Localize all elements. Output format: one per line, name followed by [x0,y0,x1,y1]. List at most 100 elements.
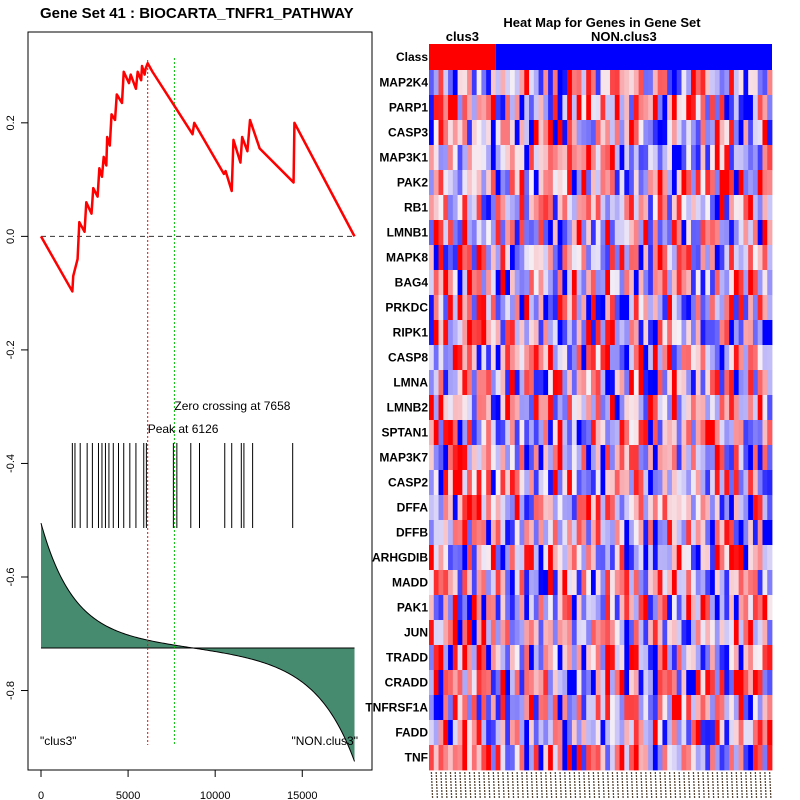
heatmap-cell [657,520,663,546]
heatmap-cell [600,545,606,571]
heatmap-cell [695,295,701,321]
heatmap-cell [562,670,568,696]
heatmap-cell [486,320,492,346]
heatmap-cell [457,495,463,521]
heatmap-cell [438,270,444,296]
heatmap-cell [705,545,711,571]
heatmap-cell [590,320,597,346]
heatmap-cell [538,95,544,121]
heatmap-cell [490,445,497,471]
heatmap-cell [681,370,687,396]
heatmap-cell [638,170,644,196]
heatmap-cell [667,395,673,421]
heatmap-cell [457,70,463,96]
heatmap-cell [662,545,668,571]
heatmap-cell [429,595,435,621]
heatmap-cell [657,270,663,296]
heatmap-cell [652,445,659,471]
heatmap-cell [662,145,668,171]
heatmap-cell [738,120,744,146]
heatmap-cell [662,95,668,121]
heatmap-cell [495,745,501,771]
heatmap-cell [552,520,559,546]
heatmap-cell [629,245,635,271]
heatmap-cell [543,470,549,496]
heatmap-cell [752,145,759,171]
heatmap-cell [686,245,692,271]
heatmap-cell [671,720,678,746]
heatmap-cell [643,670,649,696]
heatmap-cell [543,445,549,471]
heatmap-cell [457,220,463,246]
heatmap-cell [514,270,520,296]
heatmap-cell [619,670,625,696]
heatmap-cell [695,620,701,646]
heatmap-cell [652,195,659,221]
heatmap-cell [548,620,554,646]
heatmap-cell [667,745,673,771]
heatmap-cell [471,670,478,696]
heatmap-cell [705,420,711,446]
heatmap-cell [452,395,458,421]
heatmap-cell [700,545,706,571]
heatmap-cell [748,720,754,746]
heatmap-cell [505,170,511,196]
heatmap-cell [619,345,625,371]
heatmap-title: Heat Map for Genes in Gene Set [503,15,701,30]
heatmap-cell [710,120,716,146]
heatmap-cell [529,545,535,571]
heatmap-cell [538,595,544,621]
sample-label-mark [573,771,577,799]
sample-label-mark [435,771,438,799]
heatmap-cell [438,595,444,621]
heatmap-cell [743,495,749,521]
heatmap-cell [471,695,478,721]
heatmap-cell [533,370,539,396]
heatmap-cell [462,220,468,246]
heatmap-cell [562,145,568,171]
heatmap-cell [600,70,606,96]
heatmap-cell [676,720,682,746]
heatmap-cell [595,95,601,121]
heatmap-cell [571,570,578,596]
heatmap-cell [757,420,763,446]
heatmap-cell [676,295,682,321]
heatmap-cell [438,120,444,146]
heatmap-cell [638,745,644,771]
heatmap-cell [662,320,668,346]
heatmap-cell [576,620,582,646]
heatmap-cell [519,445,525,471]
heatmap-cell [695,370,701,396]
heatmap-cell [652,420,659,446]
heatmap-cell [429,620,435,646]
heatmap-cell [595,170,601,196]
heatmap-cell [505,120,511,146]
heatmap-cell [452,95,458,121]
heatmap-cell [667,320,673,346]
heatmap-cell [462,570,468,596]
heatmap-cell [662,695,668,721]
heatmap-cell [686,470,692,496]
heatmap-cell [571,695,578,721]
heatmap-cell [486,245,492,271]
heatmap-cell [643,320,649,346]
heatmap-cell [457,420,463,446]
heatmap-cell [619,295,625,321]
heatmap-cell [671,195,678,221]
heatmap-cell [590,70,597,96]
heatmap-cell [590,670,597,696]
heatmap-cell [514,220,520,246]
heatmap-cell [529,745,535,771]
gene-label: LMNB2 [387,401,429,415]
heatmap-cell [476,520,482,546]
heatmap-cell [714,245,720,271]
heatmap-cell [538,645,544,671]
heatmap-cell [605,370,611,396]
heatmap-cell [729,495,735,521]
heatmap-cell [681,745,687,771]
heatmap-cell [452,670,458,696]
heatmap-cell [619,720,625,746]
heatmap-cell [467,95,473,121]
heatmap-cell [643,95,649,121]
heatmap-cell [700,745,706,771]
